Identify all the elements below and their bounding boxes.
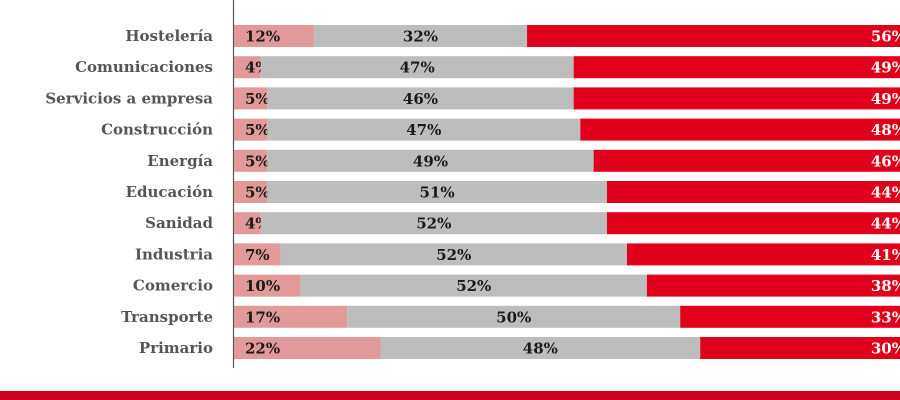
value-label-mid-comunicaciones: 47% (400, 59, 435, 77)
category-label-energia: Energía (147, 152, 213, 170)
bar-segment-high-industria (626, 243, 900, 266)
value-label-mid-transporte: 50% (496, 308, 531, 326)
bar-segment-mid-transporte (347, 305, 681, 328)
value-label-low-industria: 7% (245, 246, 270, 264)
value-label-mid-sanidad: 52% (416, 215, 451, 233)
bar-segment-high-servicios-a-empresa (573, 87, 900, 110)
bar-segment-mid-energia (267, 149, 594, 172)
category-label-construccion: Construcción (101, 121, 213, 139)
value-label-high-comunicaciones: 49% (871, 59, 900, 77)
value-label-low-construccion: 5% (245, 121, 270, 139)
value-label-high-comercio: 38% (871, 277, 900, 295)
bar-segment-mid-comercio (300, 274, 647, 297)
value-label-high-primario: 30% (871, 340, 900, 358)
bar-segment-low-comunicaciones (234, 56, 261, 79)
value-label-low-transporte: 17% (245, 308, 280, 326)
bar-segment-high-primario (700, 337, 900, 359)
bar-segment-low-construccion (234, 118, 268, 141)
value-label-mid-primario: 48% (523, 340, 558, 358)
bar-segment-high-transporte (680, 305, 900, 328)
bar-segment-mid-construccion (267, 118, 581, 141)
bar-segment-low-hosteleria (234, 25, 314, 47)
bar-segment-mid-hosteleria (313, 25, 528, 47)
category-label-primario: Primario (139, 339, 213, 357)
bottom-accent-bar (0, 391, 900, 400)
value-label-low-servicios-a-empresa: 5% (245, 90, 270, 108)
category-label-sanidad: Sanidad (145, 214, 213, 232)
category-label-comercio: Comercio (133, 277, 213, 295)
category-label-servicios-a-empresa: Servicios a empresa (45, 89, 213, 107)
bar-segment-high-sanidad (606, 212, 900, 235)
bar-segment-high-energia (593, 149, 900, 172)
value-label-high-industria: 41% (871, 246, 900, 264)
value-label-mid-servicios-a-empresa: 46% (403, 90, 438, 108)
bar-segment-high-construccion (580, 118, 900, 141)
category-label-comunicaciones: Comunicaciones (75, 58, 213, 76)
bar-segment-high-comunicaciones (573, 56, 900, 79)
value-label-high-transporte: 33% (871, 308, 900, 326)
value-label-mid-construccion: 47% (406, 121, 441, 139)
value-label-mid-hosteleria: 32% (403, 28, 438, 46)
bar-segment-low-transporte (234, 305, 348, 328)
value-label-mid-educacion: 51% (420, 184, 455, 202)
bar-segment-low-industria (234, 243, 281, 266)
bar-segment-mid-comunicaciones (260, 56, 574, 79)
bar-segment-low-energia (234, 149, 268, 172)
bar-segment-low-servicios-a-empresa (234, 87, 268, 110)
value-label-low-educacion: 5% (245, 184, 270, 202)
value-label-high-hosteleria: 56% (871, 28, 900, 46)
bar-segment-low-primario (234, 337, 381, 359)
category-label-hosteleria: Hostelería (125, 27, 213, 45)
bar-segment-mid-servicios-a-empresa (267, 87, 574, 110)
bar-segment-high-educacion (606, 181, 900, 203)
value-label-high-sanidad: 44% (871, 215, 900, 233)
bar-segment-low-educacion (234, 181, 268, 203)
value-label-high-servicios-a-empresa: 49% (871, 90, 900, 108)
value-label-mid-energia: 49% (413, 152, 448, 170)
bar-segment-low-comercio (234, 274, 301, 297)
value-label-low-primario: 22% (245, 340, 280, 358)
value-label-high-construccion: 48% (871, 121, 900, 139)
bar-segment-mid-industria (280, 243, 627, 266)
value-label-low-hosteleria: 12% (245, 28, 280, 46)
value-label-high-educacion: 44% (871, 184, 900, 202)
bar-segment-mid-primario (380, 337, 701, 359)
bar-segment-mid-sanidad (260, 212, 607, 235)
bar-segment-low-sanidad (234, 212, 261, 235)
bar-segment-high-comercio (646, 274, 900, 297)
bar-segment-mid-educacion (267, 181, 607, 203)
value-label-low-energia: 5% (245, 152, 270, 170)
value-label-mid-comercio: 52% (456, 277, 491, 295)
category-label-transporte: Transporte (121, 308, 213, 326)
category-label-educacion: Educación (126, 183, 214, 201)
value-label-low-comercio: 10% (245, 277, 280, 295)
bar-segment-high-hosteleria (527, 25, 900, 47)
category-label-industria: Industria (135, 245, 213, 263)
value-label-high-energia: 46% (871, 152, 900, 170)
value-label-mid-industria: 52% (436, 246, 471, 264)
